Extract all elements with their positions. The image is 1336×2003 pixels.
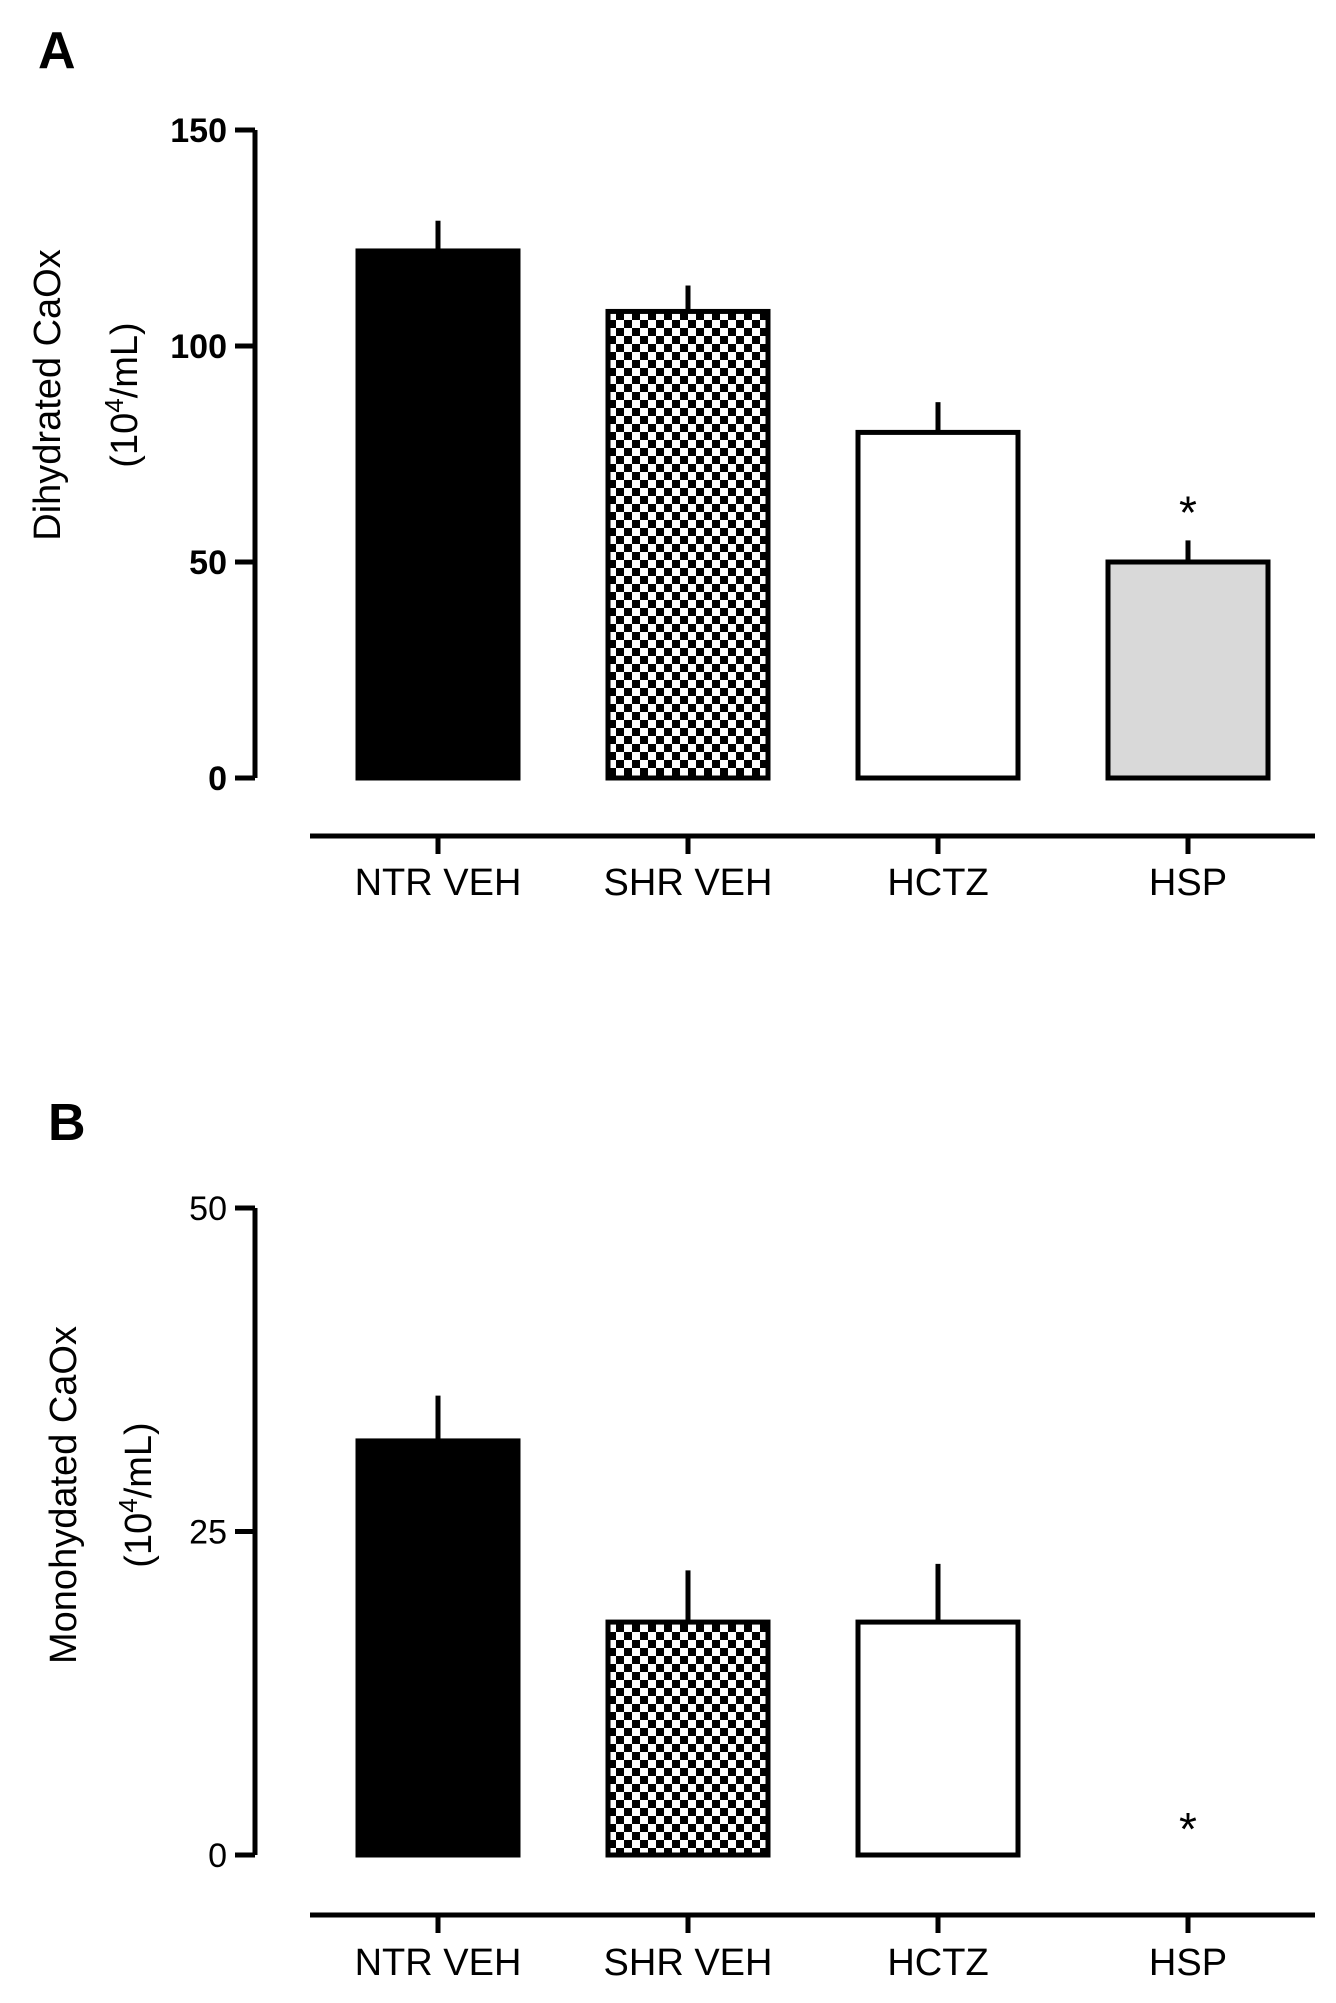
- panel-a-y-tick-label: 100: [170, 328, 227, 366]
- panel-b-bar-ntr-veh: [355, 1438, 521, 1858]
- panel-b: B Monohydated CaOx (104/mL) 0 25 50 NTR VEH…: [43, 1094, 1315, 1984]
- panel-b-y-axis-label-line1: Monohydated CaOx: [43, 1326, 85, 1664]
- panel-b-letter: B: [48, 1094, 86, 1152]
- panel-a-x-label-hctz: HCTZ: [887, 862, 988, 904]
- panel-b-y-tick-label: 0: [208, 1837, 227, 1875]
- panel-a-bar-hsp: [1105, 559, 1271, 781]
- panel-a-x-label-shr-veh: SHR VEH: [604, 862, 773, 904]
- panel-b-x-label-hsp: HSP: [1149, 1942, 1227, 1984]
- panel-b-x-label-hctz: HCTZ: [887, 1942, 988, 1984]
- panel-a-significance-hsp: *: [1179, 486, 1197, 538]
- panel-b-bar-shr-veh: [605, 1619, 771, 1858]
- panel-a-bar-shr-veh: [605, 308, 771, 781]
- panel-a-y-axis-label-line2: (104/mL): [99, 322, 146, 467]
- panel-b-y-axis-label-line2: (104/mL): [113, 1422, 160, 1567]
- panel-a-letter: A: [38, 22, 76, 80]
- panel-a-x-label-hsp: HSP: [1149, 862, 1227, 904]
- panel-a-bar-ntr-veh: [355, 248, 521, 781]
- panel-a-y-tick-label: 150: [170, 112, 227, 150]
- panel-b-y-tick-label: 50: [189, 1190, 227, 1228]
- panel-b-y-tick-label: 25: [189, 1514, 227, 1552]
- panel-a-y-tick-label: 50: [189, 544, 227, 582]
- panel-b-x-label-ntr-veh: NTR VEH: [355, 1942, 522, 1984]
- panel-a-bar-hctz: [855, 429, 1021, 781]
- panel-a: A Dihydrated CaOx (104/mL) 0 50 100 150 NTR …: [27, 22, 1315, 904]
- panel-b-significance-hsp: *: [1179, 1803, 1197, 1855]
- panel-b-x-label-shr-veh: SHR VEH: [604, 1942, 773, 1984]
- panel-a-y-axis-label-line1: Dihydrated CaOx: [27, 249, 69, 540]
- panel-a-x-label-ntr-veh: NTR VEH: [355, 862, 522, 904]
- panel-b-bar-hctz: [855, 1619, 1021, 1858]
- panel-a-y-tick-label: 0: [208, 760, 227, 798]
